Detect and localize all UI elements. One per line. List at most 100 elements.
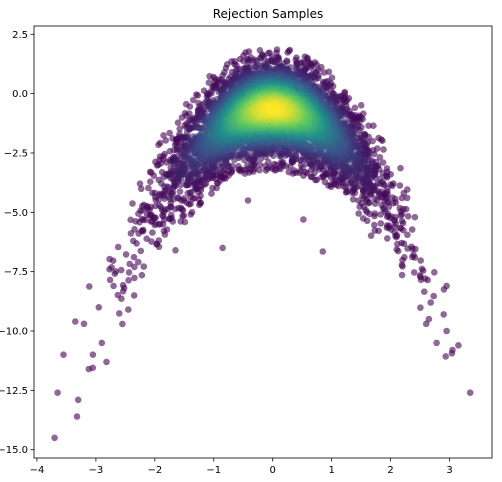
scatter-point [365,122,372,129]
y-tick-label: −15.0 [0,445,28,456]
scatter-point [168,211,175,219]
scatter-point [208,90,215,97]
scatter-point [398,194,406,202]
scatter-point [125,306,132,313]
scatter-point [156,202,163,209]
scatter-point [152,214,159,221]
scatter-point [404,231,411,239]
scatter-point [265,158,272,166]
scatter-point [319,248,327,255]
scatter-point [411,213,419,221]
scatter-point [416,272,424,279]
x-tick-label: 2 [387,465,393,476]
scatter-point [313,176,321,184]
x-tick-label: −2 [147,465,162,476]
scatter-point [140,263,148,270]
scatter-point [166,129,173,137]
scatter-point [176,188,184,195]
scatter-point [370,122,377,129]
scatter-point [440,286,448,293]
scatter-point [219,244,226,252]
scatter-point [131,274,138,282]
scatter-point [422,320,430,328]
scatter-point [89,364,97,372]
scatter-point [380,146,387,153]
scatter-point [186,103,194,110]
scatter-point [89,351,97,359]
scatter-point [379,159,387,166]
scatter-point [72,318,79,325]
scatter-point [418,265,426,273]
scatter-point [162,137,170,144]
y-tick-label: −10.0 [0,327,28,338]
x-tick-label: −1 [206,465,221,476]
scatter-point [400,189,408,197]
scatter-point [110,282,117,290]
scatter-point [433,339,440,347]
scatter-point [135,258,142,266]
scatter-point [371,150,378,158]
y-tick-label: 2.5 [12,30,28,41]
scatter-point [131,263,138,271]
scatter-point [138,271,146,279]
scatter-point [403,194,411,202]
scatter-point [127,216,134,224]
chart-title: Rejection Samples [213,7,324,21]
scatter-point [417,304,424,312]
scatter-point [161,150,168,158]
scatter-point [209,184,216,192]
scatter-point [396,204,404,212]
scatter-point [401,253,408,261]
scatter-point [256,166,263,174]
scatter-point [421,288,428,296]
scatter-point [156,139,164,147]
y-tick-label: −2.5 [4,148,28,159]
scatter-point [398,261,406,269]
scatter-point [98,339,106,347]
x-tick-label: 1 [328,465,334,476]
scatter-point [160,227,168,235]
scatter-point [396,224,404,232]
scatter-point [112,268,120,275]
scatter-point [377,220,385,227]
scatter-point [186,110,193,117]
scatter-point [235,162,242,170]
scatter-point [371,195,379,202]
scatter-point [369,137,376,145]
scatter-point [427,299,435,306]
y-axis-ticks: 2.50.0−2.5−5.0−7.5−10.0−12.5−15.0 [0,30,34,456]
scatter-point [431,269,438,276]
x-tick-label: −4 [30,465,45,476]
scatter-point [430,292,438,300]
scatter-point [125,277,132,284]
scatter-point [355,197,362,204]
x-tick-label: 0 [270,465,276,476]
scatter-point [114,243,122,251]
scatter-point [410,251,417,259]
scatter-point [176,125,183,133]
scatter-point [397,164,404,172]
scatter-point [129,200,136,207]
scatter-point [351,104,359,112]
scatter-point [147,178,154,185]
scatter-point [455,342,462,349]
scatter-point [205,79,213,86]
scatter-point [376,154,384,161]
scatter-point [143,235,150,242]
scatter-point [142,216,149,224]
scatter-point [80,320,88,328]
scatter-point [188,208,196,216]
scatter-point [122,251,130,258]
scatter-point [177,218,184,225]
x-axis-ticks: −4 −3 −2 −1 0 1 2 3 [30,458,453,476]
scatter-point [440,311,448,318]
scatter-point [160,132,167,139]
scatter-point [130,292,138,299]
scatter-point [386,222,393,229]
scatter-point [321,178,329,186]
scatter-point [116,310,123,317]
scatter-point [133,240,140,247]
scatter-point [371,210,379,217]
